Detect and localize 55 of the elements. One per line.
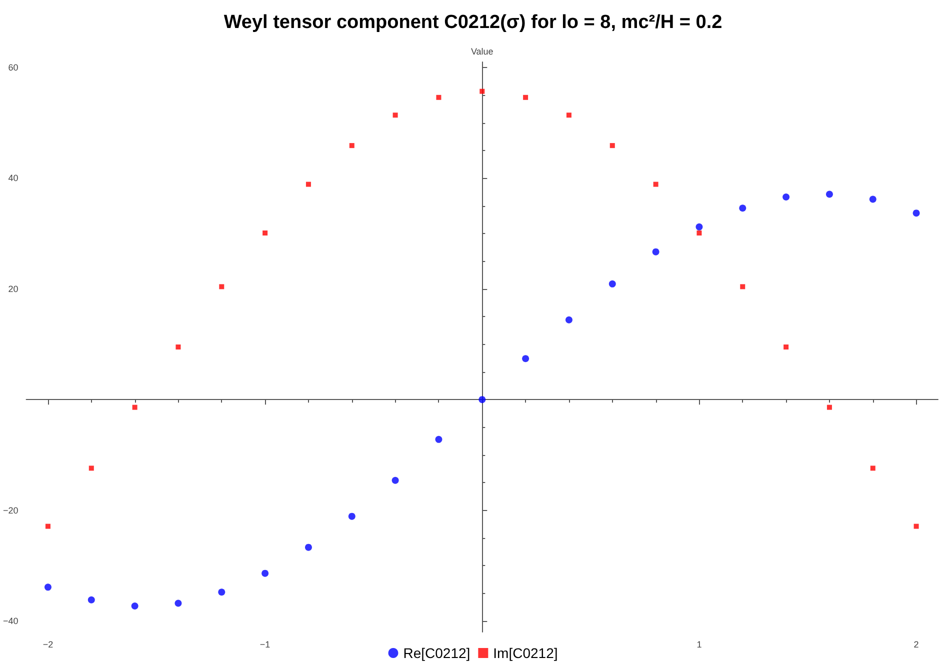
point <box>349 143 354 148</box>
point <box>523 94 528 100</box>
point <box>739 204 746 212</box>
point <box>653 182 658 187</box>
point <box>782 194 790 201</box>
point <box>522 355 530 362</box>
point <box>88 596 95 604</box>
point <box>696 223 703 230</box>
point <box>740 284 746 290</box>
point <box>45 524 50 529</box>
point <box>132 404 138 410</box>
point <box>696 230 702 236</box>
point <box>565 316 572 324</box>
y-axis-title: Value <box>470 46 494 56</box>
y-tick-label: 60 <box>8 62 18 73</box>
point <box>304 544 312 551</box>
point <box>218 588 226 596</box>
point <box>435 436 442 443</box>
y-tick-label: 20 <box>8 284 18 294</box>
point <box>914 524 919 529</box>
point <box>826 404 832 410</box>
point <box>219 284 224 290</box>
point <box>610 143 615 148</box>
x-tick-label: −1 <box>260 640 270 650</box>
point <box>826 190 833 198</box>
legend-label: Re[C0212] <box>403 645 470 661</box>
point <box>348 512 356 520</box>
point <box>262 230 268 236</box>
legend-label: Im[C0212] <box>493 645 558 661</box>
point <box>176 344 181 350</box>
point <box>174 600 182 607</box>
point <box>306 182 311 187</box>
y-tick-label: 40 <box>8 173 18 184</box>
point <box>566 112 572 118</box>
chart-title: Weyl tensor component C0212(σ) for lo = 8, mc²/H = 0.2 <box>224 12 722 33</box>
point <box>912 210 920 217</box>
y-tick-label: −40 <box>2 616 18 626</box>
point <box>436 94 442 100</box>
point <box>392 112 398 118</box>
point <box>44 584 52 591</box>
point <box>262 570 269 577</box>
point <box>870 466 876 471</box>
y-tick-label: −20 <box>2 505 18 516</box>
point <box>869 196 876 203</box>
point <box>478 396 486 404</box>
x-tick-label: 2 <box>914 640 919 650</box>
point <box>88 466 94 471</box>
point <box>652 248 660 256</box>
point <box>131 602 138 610</box>
point <box>480 88 485 94</box>
point <box>608 280 616 288</box>
x-tick-label: −2 <box>42 640 54 650</box>
point <box>392 476 399 484</box>
x-tick-label: 1 <box>696 640 702 650</box>
point <box>784 344 789 350</box>
